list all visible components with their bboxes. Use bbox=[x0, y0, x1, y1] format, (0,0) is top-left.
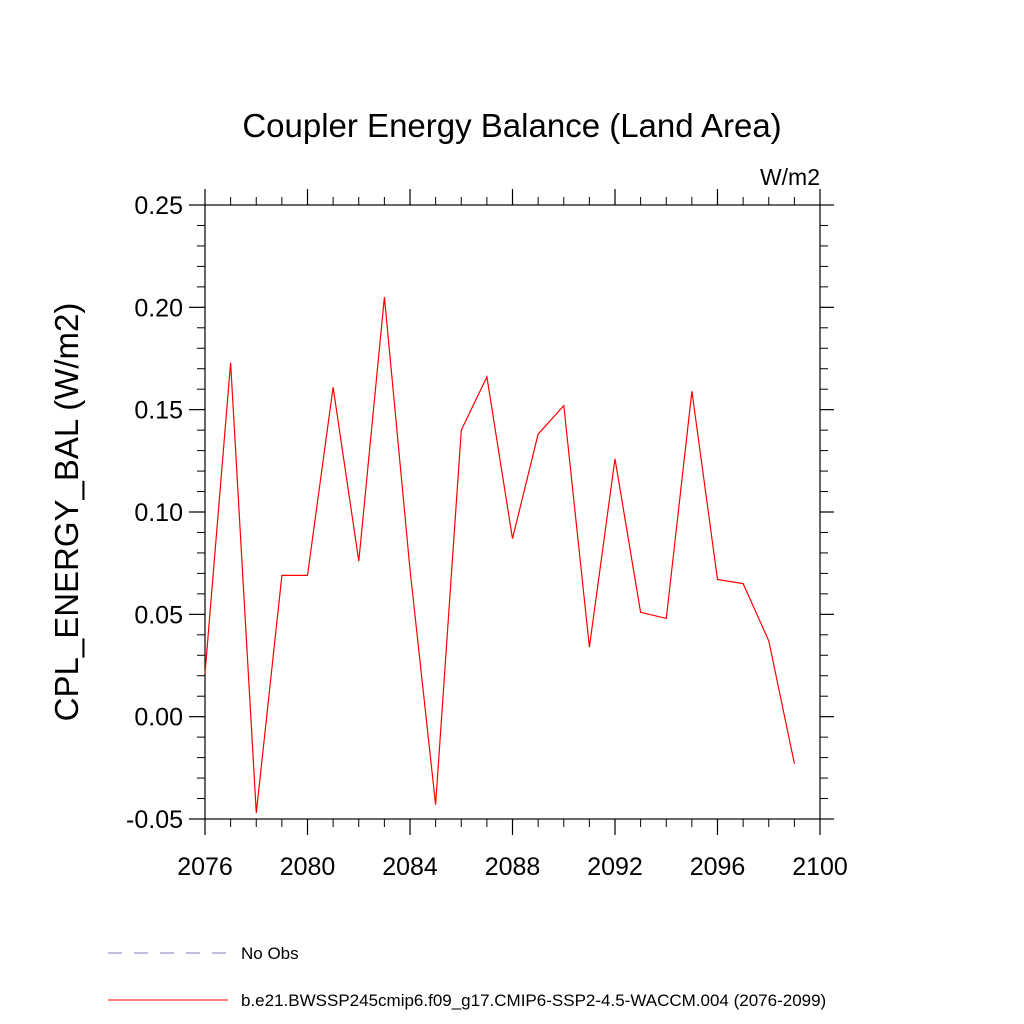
x-tick-label: 2100 bbox=[792, 853, 848, 881]
legend-entry: b.e21.BWSSP245cmip6.f09_g17.CMIP6-SSP2-4… bbox=[241, 991, 826, 1010]
y-tick-label: 0.10 bbox=[134, 499, 183, 527]
units-label: W/m2 bbox=[760, 164, 820, 190]
series-layer bbox=[204, 297, 795, 813]
legend: No Obs b.e21.BWSSP245cmip6.f09_g17.CMIP6-… bbox=[108, 944, 826, 1010]
y-tick-label: 0.05 bbox=[134, 601, 183, 629]
axis-ticks bbox=[189, 189, 834, 835]
x-tick-label: 2088 bbox=[485, 853, 541, 881]
x-tick-label: 2096 bbox=[690, 853, 746, 881]
x-tick-label: 2092 bbox=[587, 853, 643, 881]
y-tick-label: 0.00 bbox=[134, 704, 183, 732]
x-tick-label: 2076 bbox=[177, 853, 233, 881]
x-tick-label: 2080 bbox=[280, 853, 336, 881]
y-tick-label: 0.15 bbox=[134, 397, 183, 425]
tick-labels: 2076 2080 2084 2088 2092 2096 2100 -0.05 0.00 0.0… bbox=[126, 192, 848, 881]
y-tick-label: 0.25 bbox=[134, 192, 183, 220]
y-axis-label: CPL_ENERGY_BAL (W/m2) bbox=[48, 303, 85, 722]
plot-frame bbox=[204, 204, 821, 820]
legend-entry: No Obs bbox=[241, 944, 299, 963]
y-tick-label: 0.20 bbox=[134, 294, 183, 322]
x-tick-label: 2084 bbox=[382, 853, 438, 881]
series-line bbox=[204, 297, 795, 813]
chart-title: Coupler Energy Balance (Land Area) bbox=[242, 107, 781, 144]
y-tick-label: -0.05 bbox=[126, 806, 183, 834]
